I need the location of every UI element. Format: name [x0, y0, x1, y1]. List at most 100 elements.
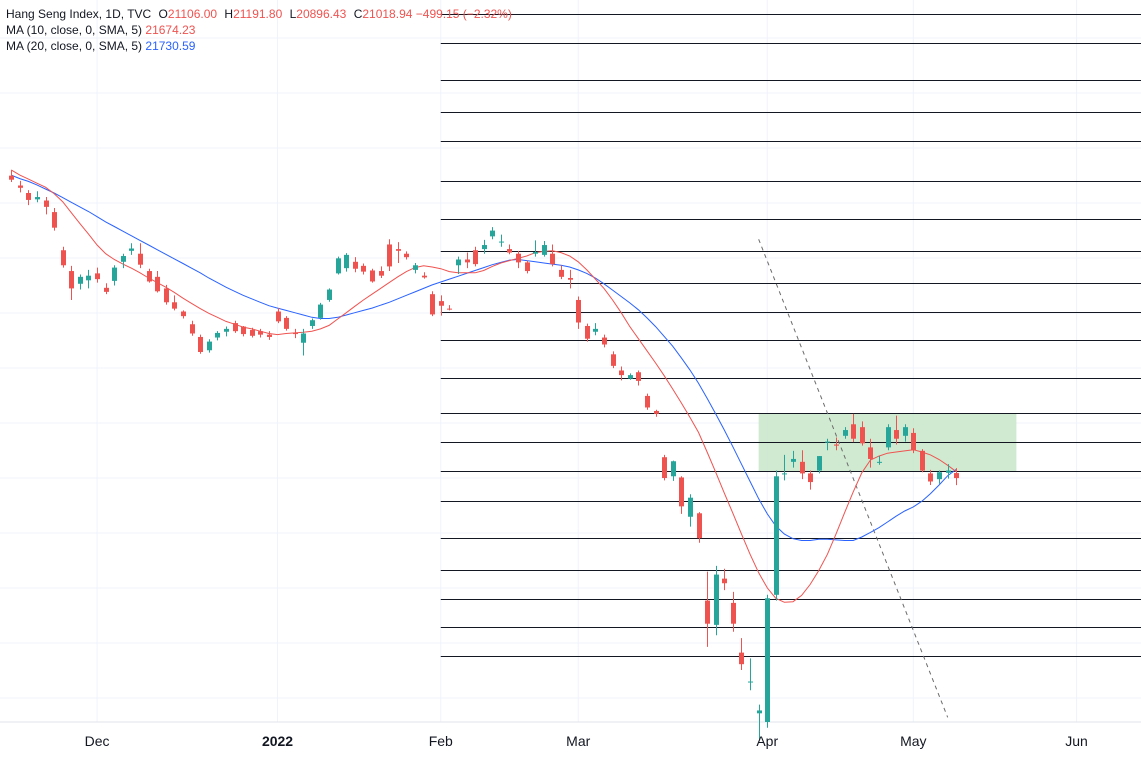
candle-body: [825, 441, 830, 443]
candle: [310, 318, 315, 329]
candle: [765, 594, 770, 728]
candle-body: [602, 337, 607, 345]
candle: [190, 320, 195, 336]
candle-body: [224, 328, 229, 332]
candle: [671, 460, 676, 481]
candle-body: [800, 461, 805, 474]
legend-ma20-label: MA (20, close, 0, SMA, 5): [6, 39, 143, 53]
candle: [353, 257, 358, 273]
candle: [147, 268, 152, 283]
candle-body: [731, 602, 736, 624]
candle-body: [954, 473, 959, 479]
ma20-line: [11, 174, 957, 541]
legend-close: 21018.94: [362, 7, 413, 21]
candle-body: [860, 427, 865, 444]
candle-body: [774, 476, 779, 595]
candle: [473, 246, 478, 267]
candle: [928, 469, 933, 485]
candle-body: [550, 253, 555, 265]
candle: [705, 571, 710, 647]
x-tick-label: Feb: [429, 733, 453, 749]
candle-body: [843, 430, 848, 436]
candle-body: [568, 277, 573, 280]
candle-body: [808, 473, 813, 483]
horizontal-levels[interactable]: [440, 14, 1141, 657]
candle-body: [190, 324, 195, 334]
candle-body: [886, 427, 891, 448]
candle: [413, 262, 418, 274]
candle: [78, 274, 83, 290]
legend-open: 21106.00: [167, 7, 218, 21]
candle-body: [516, 253, 521, 263]
x-tick-label: 2022: [262, 733, 293, 749]
candle: [903, 424, 908, 442]
candle: [568, 269, 573, 289]
candle: [336, 256, 341, 275]
candle-body: [353, 261, 358, 269]
candle: [516, 250, 521, 269]
candle: [593, 323, 598, 336]
candle-body: [430, 294, 435, 315]
candle-body: [215, 332, 220, 338]
candle-body: [722, 578, 727, 584]
candle-body: [78, 276, 83, 284]
candle-body: [465, 259, 470, 263]
candle-body: [654, 410, 659, 414]
candle: [26, 190, 31, 206]
candle-body: [422, 275, 427, 278]
candle: [129, 243, 134, 255]
candle: [344, 253, 349, 272]
candle-body: [318, 304, 323, 318]
candle: [318, 302, 323, 320]
candle-body: [619, 370, 624, 376]
candle-body: [447, 308, 452, 310]
candle: [542, 240, 547, 257]
candle-body: [95, 273, 100, 280]
candle: [825, 438, 830, 451]
candle: [181, 310, 186, 319]
candle: [894, 415, 899, 445]
candle: [920, 449, 925, 473]
candle: [714, 565, 719, 636]
legend-low: 20896.43: [296, 7, 347, 21]
candle-body: [456, 259, 461, 266]
candle-body: [765, 598, 770, 722]
candle: [559, 265, 564, 280]
candle-body: [52, 212, 57, 228]
candle: [35, 191, 40, 203]
candle-body: [817, 456, 822, 471]
candle: [576, 296, 581, 329]
candle: [757, 704, 762, 740]
legend-ma10-row: MA (10, close, 0, SMA, 5) 21674.23: [6, 22, 512, 38]
x-tick-label: Mar: [566, 733, 590, 749]
candle: [937, 470, 942, 484]
candle-body: [894, 430, 899, 439]
candle: [860, 421, 865, 446]
candle: [465, 252, 470, 269]
candle-body: [662, 457, 667, 479]
candle-body: [207, 341, 212, 351]
candle-body: [267, 334, 272, 337]
candle: [233, 320, 238, 333]
candle-body: [946, 470, 951, 473]
candle: [379, 266, 384, 278]
candle: [843, 427, 848, 439]
legend-ma20-value: 21730.59: [145, 39, 196, 53]
candle: [954, 468, 959, 486]
candle: [215, 331, 220, 341]
candle-body: [671, 461, 676, 477]
candle-body: [937, 472, 942, 480]
candle: [121, 253, 126, 269]
candle-body: [86, 275, 91, 281]
candle: [18, 180, 23, 193]
trend-line[interactable]: [758, 239, 949, 718]
candle-body: [877, 461, 882, 463]
candle: [456, 256, 461, 274]
candle-body: [181, 311, 186, 317]
candle-body: [35, 197, 40, 200]
candle-body: [739, 652, 744, 665]
candle: [688, 494, 693, 527]
legend-high: 21191.80: [233, 7, 283, 21]
candle: [9, 170, 14, 183]
